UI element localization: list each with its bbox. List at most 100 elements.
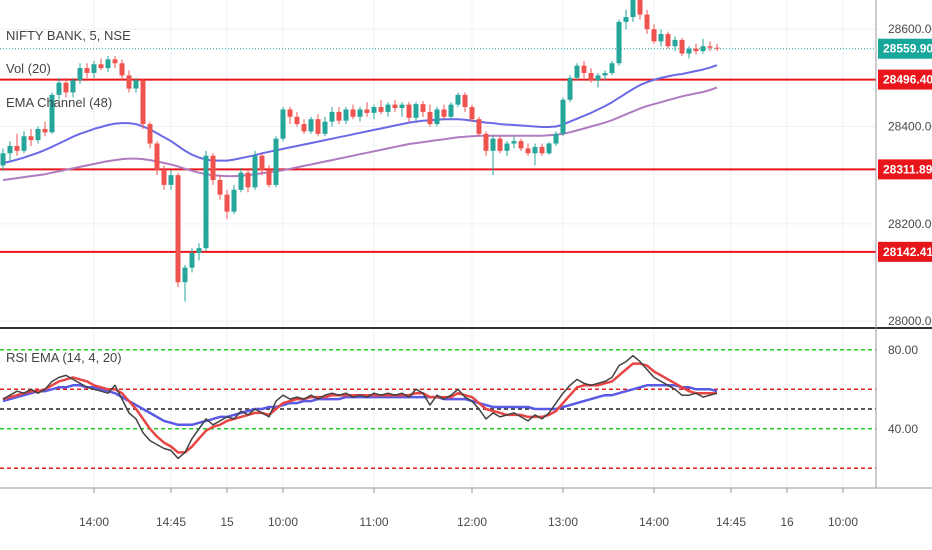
time-tick-label: 10:00 [828,515,858,529]
ema-channel-legend[interactable]: EMA Channel (48) [6,95,112,110]
vol-legend[interactable]: Vol (20) [6,61,51,76]
candle-body [623,17,629,22]
rsi-levels [0,349,876,469]
candle [525,143,531,156]
candle [385,102,391,117]
candle [56,77,62,100]
candle [420,101,426,117]
candle [182,265,188,302]
candle-body [175,175,181,283]
candle [49,92,55,134]
candle-body [497,138,503,151]
candle [329,107,335,127]
candle-body [560,99,566,134]
candle-body [259,155,265,171]
candle-body [224,194,230,212]
candle [672,36,678,52]
candle-body [525,148,531,154]
candle-body [63,82,69,93]
price-tag-label: 28142.41 [883,245,932,259]
candle [7,141,13,161]
candle-body [448,104,454,117]
candle-body [329,111,335,122]
candle [609,60,615,76]
candle [308,116,314,134]
candle [280,107,286,142]
rsi-signal-line [2,384,718,427]
candle [105,55,111,73]
candle-body [308,119,314,132]
candle [238,167,244,193]
candle [560,97,566,137]
level-price-tag: 28311.89 [878,159,932,180]
candle-body [595,75,601,81]
candle [175,172,181,288]
candle-body [539,146,545,154]
candle-body [427,111,433,125]
candle [98,58,104,71]
candle [70,77,76,98]
rsi-legend[interactable]: RSI EMA (14, 4, 20) [6,350,122,365]
candle-body [301,124,307,132]
candle [455,92,461,108]
candle-body [532,146,538,154]
ema-long-line [2,86,718,181]
candle-body [686,48,692,54]
candle [448,102,454,120]
candle-body [14,145,20,151]
candle [147,121,153,149]
candle-body [581,65,587,73]
candle-body [42,128,48,133]
price-tick-label: 28600.00 [888,22,932,36]
candle [567,75,573,103]
candle-body [609,63,615,73]
candle [693,43,699,55]
candle-body [399,104,405,109]
candle [294,111,300,127]
price-tag-bg [878,69,932,90]
candle [574,63,580,81]
candle-body [462,94,468,108]
candle [0,148,6,171]
candle-body [91,64,97,73]
candle [287,107,293,125]
candle [91,60,97,78]
candle [371,104,377,120]
candle [511,136,517,149]
candle-body [231,189,237,212]
candle-body [511,141,517,144]
candle [714,43,720,52]
candle [273,136,279,188]
candle [700,38,706,54]
price-axis[interactable]: 28000.00 28200.00 28400.00 28600.00 28559.90… [878,22,932,328]
candle-body [364,109,370,113]
main-grid [0,0,876,326]
symbol-legend[interactable]: NIFTY BANK, 5, NSE [6,28,131,43]
candle [140,78,146,129]
candle-body [672,39,678,47]
candle [266,165,272,188]
candles[interactable] [0,0,720,302]
candle [595,72,601,88]
candle [364,102,370,117]
candle [14,133,20,156]
candle-body [126,75,132,89]
time-tick-label: 13:00 [548,515,578,529]
candle-body [0,153,6,166]
candle [406,102,412,122]
candle [203,150,209,251]
candle-body [553,133,559,144]
time-tick-label: 14:00 [639,515,669,529]
time-axis[interactable]: 14:00 14:45 15 10:00 11:00 12:00 13:00 14:00 14:… [79,488,858,529]
candle [602,70,608,81]
candle [413,102,419,121]
price-tag-label: 28559.90 [883,42,932,56]
price-levels[interactable] [0,48,876,253]
candle [490,136,496,176]
candle-body [588,72,594,81]
candle-body [574,65,580,78]
candle [210,153,216,185]
rsi-axis[interactable]: 40.00 80.00 [888,343,918,436]
candle-body [147,124,153,144]
